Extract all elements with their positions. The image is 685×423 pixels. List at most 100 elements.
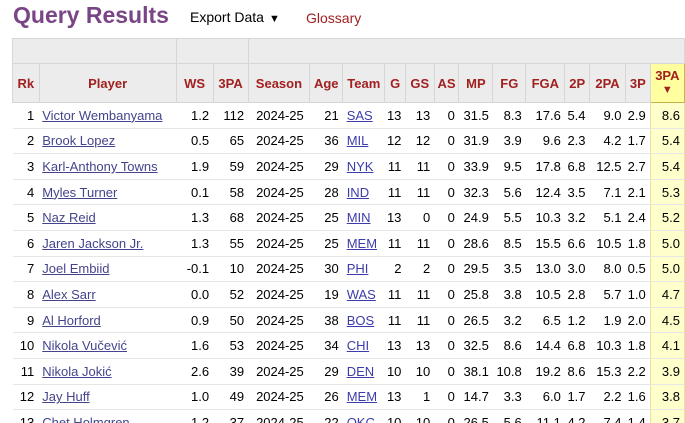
2pa-cell: 7.1 xyxy=(589,179,626,206)
player-link[interactable]: Nikola Vučević xyxy=(42,338,128,354)
team-link[interactable]: NYK xyxy=(346,158,374,174)
column-header-gs[interactable]: GS xyxy=(404,63,435,103)
column-header-season[interactable]: Season xyxy=(247,63,311,103)
column-header-age[interactable]: Age xyxy=(309,63,344,103)
team-link[interactable]: CHI xyxy=(346,338,370,354)
player-link[interactable]: Al Horford xyxy=(42,312,101,328)
as-cell: 0 xyxy=(434,128,459,155)
column-header-3pa[interactable]: 3PA ▼ xyxy=(649,63,685,103)
overheader-cell xyxy=(175,38,249,64)
column-header-label: 3PA xyxy=(218,75,243,91)
team-link[interactable]: MEM xyxy=(346,235,378,251)
player-link[interactable]: Joel Embiid xyxy=(42,261,110,277)
team-cell: MEM xyxy=(342,384,385,411)
3pa-per-game-cell: 4.5 xyxy=(649,307,685,334)
table-row: 6 Jaren Jackson Jr. 1.3 55 2024-25 25 MEM 11 11 0… xyxy=(12,230,685,257)
player-link[interactable]: Brook Lopez xyxy=(42,133,116,149)
column-header-3p[interactable]: 3P xyxy=(625,63,651,103)
table-body: 1 Victor Wembanyama 1.2 112 2024-25 21 SAS 13 13… xyxy=(12,102,685,423)
column-header-3pa[interactable]: 3PA xyxy=(212,63,249,103)
rank-cell: 13 xyxy=(12,409,40,423)
3pa-total-cell: 50 xyxy=(213,307,249,334)
results-table-container: Rk Player WS 3PA Season Age Team G GS AS MP FG FGA 2P… xyxy=(12,38,685,423)
gs-cell: 0 xyxy=(405,204,435,231)
player-link[interactable]: Myles Turner xyxy=(42,184,118,200)
2p-cell: 6.8 xyxy=(564,332,590,359)
column-header-mp[interactable]: MP xyxy=(458,63,494,103)
team-link[interactable]: PHI xyxy=(346,261,369,277)
age-cell: 36 xyxy=(309,128,343,155)
ws-cell: 1.3 xyxy=(176,230,214,257)
season-cell: 2024-25 xyxy=(248,281,310,308)
as-cell: 0 xyxy=(434,179,459,206)
team-link[interactable]: MIN xyxy=(346,210,371,226)
player-link[interactable]: Victor Wembanyama xyxy=(42,107,163,123)
player-link[interactable]: Karl-Anthony Towns xyxy=(42,158,158,174)
export-data-button[interactable]: Export Data ▼ xyxy=(190,9,280,25)
g-cell: 2 xyxy=(384,256,406,283)
player-link[interactable]: Chet Holmgren xyxy=(42,414,130,423)
fg-cell: 5.6 xyxy=(492,179,526,206)
column-header-player[interactable]: Player xyxy=(38,63,177,103)
3p-cell: 1.7 xyxy=(625,128,651,155)
column-header-rk[interactable]: Rk xyxy=(12,63,40,103)
table-row: 1 Victor Wembanyama 1.2 112 2024-25 21 SAS 13 13… xyxy=(12,102,685,129)
fg-cell: 3.5 xyxy=(492,256,526,283)
season-cell: 2024-25 xyxy=(248,358,310,385)
team-link[interactable]: IND xyxy=(346,184,370,200)
2p-cell: 5.4 xyxy=(564,102,590,129)
team-link[interactable]: SAS xyxy=(346,107,373,123)
2p-cell: 3.0 xyxy=(564,256,590,283)
fg-cell: 3.3 xyxy=(492,384,526,411)
overheader-cell xyxy=(12,38,177,64)
fg-cell: 8.5 xyxy=(492,230,526,257)
column-header-fg[interactable]: FG xyxy=(492,63,527,103)
mp-cell: 31.9 xyxy=(458,128,493,155)
column-header-team[interactable]: Team xyxy=(342,63,386,103)
as-cell: 0 xyxy=(434,332,459,359)
team-cell: OKC xyxy=(342,409,385,423)
age-cell: 29 xyxy=(309,153,343,180)
2pa-cell: 5.1 xyxy=(589,204,626,231)
table-row: 3 Karl-Anthony Towns 1.9 59 2024-25 29 NYK 11 11… xyxy=(12,153,685,180)
team-link[interactable]: OKC xyxy=(346,414,375,423)
column-header-label: 3PA xyxy=(655,68,680,83)
rank-cell: 4 xyxy=(12,179,40,206)
table-header-row: Rk Player WS 3PA Season Age Team G GS AS MP FG FGA 2P… xyxy=(12,63,685,103)
season-cell: 2024-25 xyxy=(248,230,310,257)
player-link[interactable]: Jay Huff xyxy=(42,389,90,405)
team-link[interactable]: DEN xyxy=(346,363,375,379)
fg-cell: 3.2 xyxy=(492,307,526,334)
table-overheader xyxy=(12,38,685,64)
team-cell: IND xyxy=(342,179,385,206)
rank-cell: 2 xyxy=(12,128,40,155)
player-link[interactable]: Naz Reid xyxy=(42,210,96,226)
team-link[interactable]: MEM xyxy=(346,389,378,405)
age-cell: 30 xyxy=(309,256,343,283)
3pa-per-game-cell: 4.7 xyxy=(649,281,685,308)
player-link[interactable]: Alex Sarr xyxy=(42,286,96,302)
player-link[interactable]: Nikola Jokić xyxy=(42,363,112,379)
team-link[interactable]: MIL xyxy=(346,133,369,149)
3pa-per-game-cell: 5.3 xyxy=(649,179,685,206)
column-header-2pa[interactable]: 2PA xyxy=(589,63,627,103)
ws-cell: 1.9 xyxy=(176,153,214,180)
glossary-link[interactable]: Glossary xyxy=(306,10,362,26)
player-link[interactable]: Jaren Jackson Jr. xyxy=(42,235,144,251)
2p-cell: 6.6 xyxy=(564,230,590,257)
column-header-2p[interactable]: 2P xyxy=(564,63,591,103)
table-row: 5 Naz Reid 1.3 68 2024-25 25 MIN 13 0 0 24.9 5.5 10.… xyxy=(12,204,685,231)
gs-cell: 11 xyxy=(405,153,435,180)
ws-cell: 0.0 xyxy=(176,281,214,308)
ws-cell: 1.0 xyxy=(176,384,214,411)
column-header-g[interactable]: G xyxy=(384,63,406,103)
team-link[interactable]: BOS xyxy=(346,312,375,328)
gs-cell: 13 xyxy=(405,332,435,359)
team-link[interactable]: WAS xyxy=(346,286,376,302)
3pa-total-cell: 65 xyxy=(213,128,249,155)
column-header-ws[interactable]: WS xyxy=(175,63,214,103)
season-cell: 2024-25 xyxy=(248,384,310,411)
column-header-as[interactable]: AS xyxy=(433,63,460,103)
3pa-per-game-cell: 5.4 xyxy=(649,128,685,155)
column-header-fga[interactable]: FGA xyxy=(525,63,566,103)
